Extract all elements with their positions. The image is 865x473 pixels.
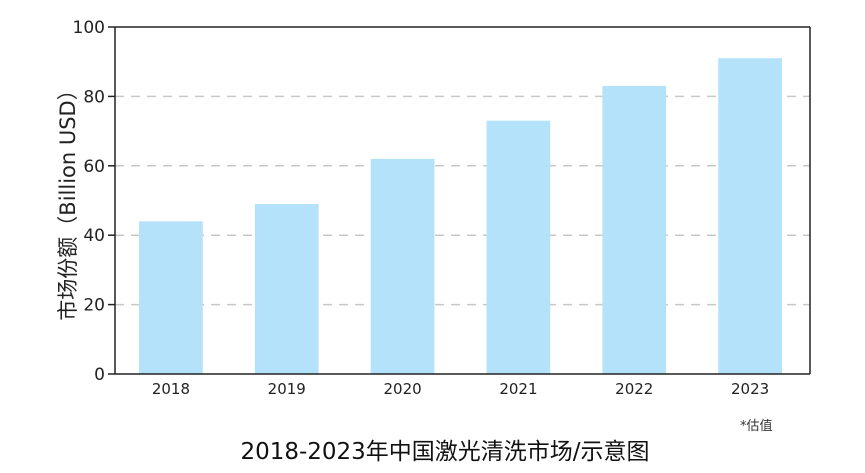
bar-2021 xyxy=(486,120,551,374)
bar-2018 xyxy=(139,221,203,374)
grid-lines xyxy=(115,95,810,306)
x-tick-labels: 2018 2019 2020 2021 2022 2023 xyxy=(152,380,769,398)
bar-2019 xyxy=(254,203,319,374)
bar-2023 xyxy=(718,58,782,374)
y-tick-labels: 0 20 40 60 80 100 xyxy=(73,18,105,385)
y-tick-label-0: 0 xyxy=(94,365,105,385)
axes xyxy=(108,26,811,375)
bar-2020 xyxy=(370,158,435,374)
y-tick-label-100: 100 xyxy=(73,18,105,38)
y-tick-label-60: 60 xyxy=(83,157,105,177)
y-tick-label-80: 80 xyxy=(83,87,105,107)
x-tick-label-2023: 2023 xyxy=(731,380,769,398)
y-tick-label-40: 40 xyxy=(83,226,105,246)
x-tick-label-2018: 2018 xyxy=(152,380,190,398)
y-axis-label: 市场份额（Billion USD） xyxy=(56,79,80,320)
x-tick-label-2022: 2022 xyxy=(615,380,653,398)
chart-title: 2018-2023年中国激光清洗市场/示意图 xyxy=(240,439,649,465)
y-tick-label-20: 20 xyxy=(83,296,105,316)
estimate-note: *估值 xyxy=(740,418,773,434)
bar-2022 xyxy=(602,85,667,375)
x-tick-label-2021: 2021 xyxy=(499,380,537,398)
x-tick-label-2019: 2019 xyxy=(268,380,306,398)
x-tick-label-2020: 2020 xyxy=(383,380,421,398)
bars xyxy=(139,58,782,375)
